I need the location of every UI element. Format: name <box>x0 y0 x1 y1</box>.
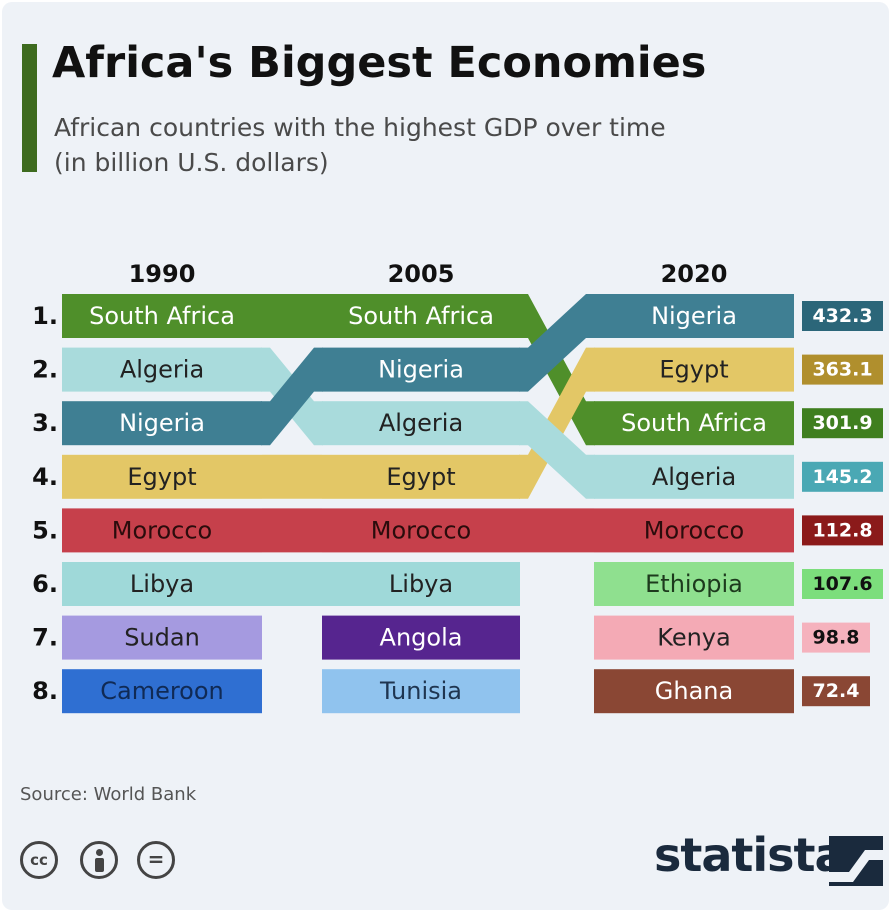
no-derivatives-icon[interactable]: = <box>137 841 175 879</box>
bar-tunisia-2005 <box>322 669 520 714</box>
ribbon-egypt-1990-2005 <box>262 454 322 499</box>
value-badge-morocco <box>802 515 883 546</box>
source-note: Source: World Bank <box>20 784 197 805</box>
ribbon-libya-1990-2005 <box>262 562 322 606</box>
bar-morocco-1990 <box>62 508 262 553</box>
value-label-nigeria: 432.3 <box>812 305 872 327</box>
ribbon-nigeria-2005-2020 <box>519 294 595 392</box>
bar-egypt-1990 <box>62 454 262 499</box>
label-angola-2005: Angola <box>380 624 463 652</box>
attribution-icon[interactable] <box>80 841 118 879</box>
bar-sudan-1990 <box>62 615 262 660</box>
bar-nigeria-1990 <box>62 401 262 446</box>
value-badge-south-africa <box>802 408 883 439</box>
cc-icon[interactable]: cc <box>20 841 58 879</box>
label-egypt-1990: Egypt <box>127 463 196 491</box>
label-morocco-2020: Morocco <box>644 516 745 544</box>
label-kenya-2020: Kenya <box>657 624 730 652</box>
bar-morocco-2005 <box>322 508 520 553</box>
label-egypt-2005: Egypt <box>386 463 455 491</box>
value-label-south-africa: 301.9 <box>812 412 872 434</box>
value-badge-kenya <box>802 622 870 653</box>
bar-angola-2005 <box>322 615 520 660</box>
label-south-africa-1990: South Africa <box>89 302 235 330</box>
ribbon-egypt-2005-2020 <box>519 347 595 499</box>
value-badge-algeria <box>802 461 883 492</box>
label-algeria-2020: Algeria <box>652 463 736 491</box>
subtitle-line-1: African countries with the highest GDP o… <box>54 113 666 142</box>
label-morocco-2005: Morocco <box>371 516 472 544</box>
label-tunisia-2005: Tunisia <box>379 677 462 705</box>
label-south-africa-2020: South Africa <box>621 409 767 437</box>
bar-morocco-2020 <box>594 508 794 553</box>
year-header-2020: 2020 <box>661 260 728 288</box>
bar-south-africa-2020 <box>594 401 794 446</box>
ribbon-south-africa-1990-2005 <box>262 294 322 338</box>
label-ethiopia-2020: Ethiopia <box>645 570 743 598</box>
bar-kenya-2020 <box>594 615 794 660</box>
label-nigeria-2020: Nigeria <box>651 302 737 330</box>
rank-label-4: 4. <box>32 463 58 491</box>
value-label-ethiopia: 107.6 <box>812 573 872 595</box>
subtitle: African countries with the highest GDP o… <box>54 110 814 180</box>
rank-label-3: 3. <box>32 409 58 437</box>
label-algeria-2005: Algeria <box>379 409 463 437</box>
rank-label-1: 1. <box>32 302 58 330</box>
bar-nigeria-2005 <box>322 347 520 392</box>
bar-libya-1990 <box>62 562 262 606</box>
ribbon-algeria-2005-2020 <box>519 401 595 499</box>
statista-logo-icon <box>829 836 883 886</box>
ranking-chart: 1990 2005 2020 1. 2. 3. 4. 5. 6. 7. 8. South Africa… <box>32 260 883 714</box>
ribbon-morocco-1990-2005 <box>262 508 322 553</box>
attribution-icon-body <box>95 858 104 872</box>
label-libya-1990: Libya <box>130 570 194 598</box>
bar-algeria-2005 <box>322 401 520 446</box>
bar-south-africa-2005 <box>322 294 520 338</box>
rank-label-8: 8. <box>32 677 58 705</box>
rank-label-2: 2. <box>32 356 58 384</box>
rank-label-6: 6. <box>32 570 58 598</box>
value-label-ghana: 72.4 <box>813 680 860 702</box>
bar-egypt-2020 <box>594 347 794 392</box>
label-egypt-2020: Egypt <box>659 356 728 384</box>
value-label-algeria: 145.2 <box>812 466 872 488</box>
value-label-morocco: 112.8 <box>812 519 872 541</box>
label-nigeria-2005: Nigeria <box>378 356 464 384</box>
statista-logo-text[interactable]: statista <box>654 828 846 882</box>
label-algeria-1990: Algeria <box>120 356 204 384</box>
label-nigeria-1990: Nigeria <box>119 409 205 437</box>
year-header-2005: 2005 <box>388 260 455 288</box>
ribbon-morocco-2005-2020 <box>520 508 594 553</box>
value-badge-egypt <box>802 354 883 385</box>
label-sudan-1990: Sudan <box>124 624 200 652</box>
value-badge-ethiopia <box>802 569 883 599</box>
bar-algeria-2020 <box>594 454 794 499</box>
value-label-egypt: 363.1 <box>812 359 872 381</box>
label-ghana-2020: Ghana <box>655 677 733 705</box>
bar-south-africa-1990 <box>62 294 262 338</box>
bar-nigeria-2020 <box>594 294 794 338</box>
value-label-kenya: 98.8 <box>813 627 860 649</box>
year-header-1990: 1990 <box>129 260 196 288</box>
bar-ghana-2020 <box>594 669 794 714</box>
label-cameroon-1990: Cameroon <box>100 677 224 705</box>
bar-libya-2005 <box>322 562 520 606</box>
bar-ethiopia-2020 <box>594 562 794 606</box>
ribbon-nigeria-1990-2005 <box>261 347 323 446</box>
label-south-africa-2005: South Africa <box>348 302 494 330</box>
subtitle-line-2: (in billion U.S. dollars) <box>54 148 329 177</box>
rank-label-7: 7. <box>32 624 58 652</box>
bar-cameroon-1990 <box>62 669 262 714</box>
label-morocco-1990: Morocco <box>112 516 213 544</box>
page-title: Africa's Biggest Economies <box>52 38 707 88</box>
value-badge-ghana <box>802 676 870 707</box>
value-badge-nigeria <box>802 301 883 331</box>
rank-label-5: 5. <box>32 516 58 544</box>
bar-algeria-1990 <box>62 347 262 392</box>
label-libya-2005: Libya <box>389 570 453 598</box>
title-accent-bar <box>22 44 37 172</box>
bar-egypt-2005 <box>322 454 520 499</box>
attribution-icon-head <box>96 849 103 856</box>
